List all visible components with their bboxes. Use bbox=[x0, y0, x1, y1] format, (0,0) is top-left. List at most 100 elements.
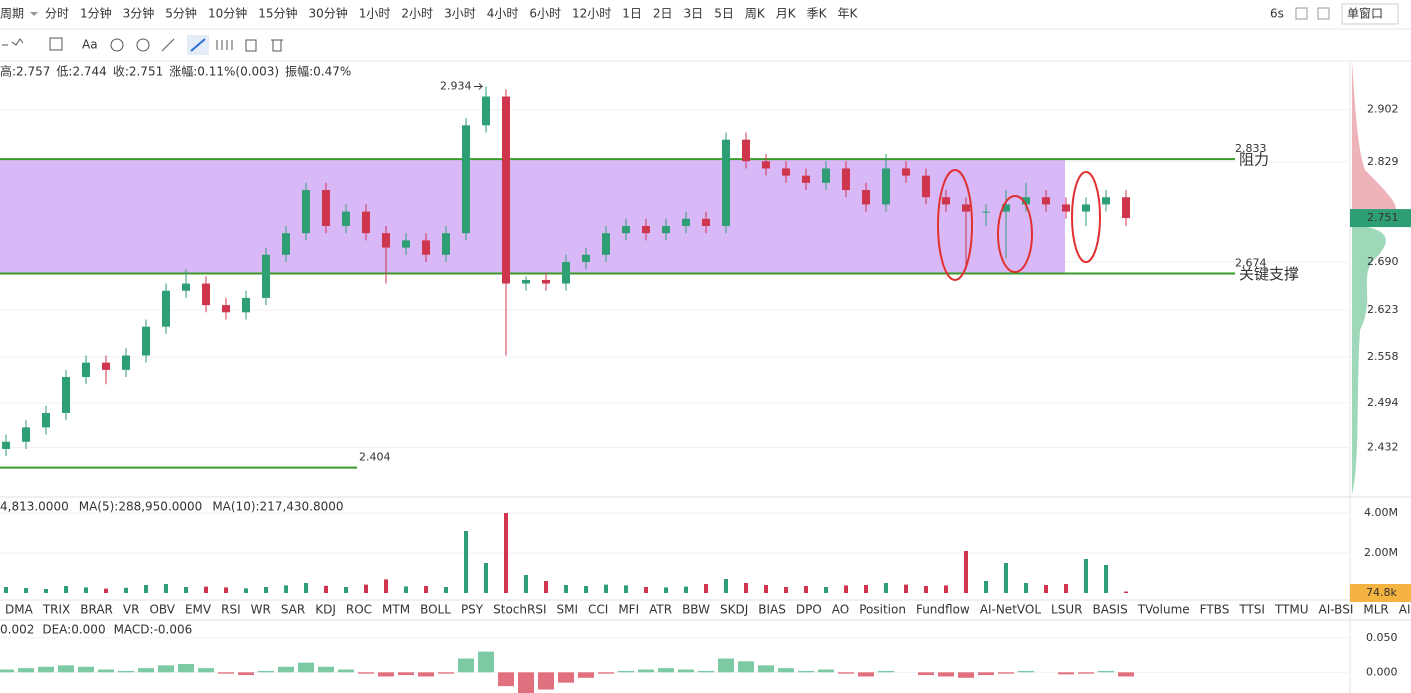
volume-bar bbox=[344, 587, 348, 593]
indicator-tab[interactable]: MFI bbox=[618, 603, 639, 617]
indicator-tab[interactable]: CCI bbox=[588, 603, 608, 617]
candle-body bbox=[602, 233, 610, 255]
indicator-tab[interactable]: DPO bbox=[796, 603, 822, 617]
indicator-tab[interactable]: ATR bbox=[649, 603, 672, 617]
interval-tab[interactable]: 月K bbox=[776, 7, 797, 21]
period-label[interactable]: 周期 bbox=[0, 7, 24, 21]
interval-tab[interactable]: 12小时 bbox=[572, 7, 611, 21]
volume-bar bbox=[584, 586, 588, 593]
candle-body bbox=[42, 413, 50, 428]
volume-bar bbox=[324, 585, 328, 593]
indicator-tab[interactable]: OBV bbox=[149, 603, 175, 617]
indicator-tab[interactable]: FTBS bbox=[1200, 603, 1230, 617]
indicator-tab[interactable]: VR bbox=[123, 603, 140, 617]
candle-body bbox=[542, 279, 550, 284]
macd-bar bbox=[778, 668, 794, 673]
indicator-tab[interactable]: EMV bbox=[185, 603, 212, 617]
interval-tab[interactable]: 3日 bbox=[684, 7, 704, 21]
icon bbox=[1295, 7, 1308, 20]
tool-icon[interactable] bbox=[136, 38, 150, 52]
indicator-tab[interactable]: StochRSI bbox=[493, 603, 546, 617]
interval-tab[interactable]: 1日 bbox=[622, 7, 642, 21]
text-tool[interactable]: Aa bbox=[82, 38, 98, 52]
macd-bar bbox=[498, 672, 514, 687]
volume-bar bbox=[864, 585, 868, 593]
interval-tab[interactable]: 2日 bbox=[653, 7, 673, 21]
interval-tab[interactable]: 季K bbox=[807, 7, 828, 21]
header-label: 涨幅: bbox=[169, 64, 197, 79]
indicator-tab[interactable]: BASIS bbox=[1092, 603, 1127, 617]
indicator-tab[interactable]: MTM bbox=[382, 603, 410, 617]
indicator-tab[interactable]: MLR bbox=[1363, 603, 1388, 617]
indicator-tab[interactable]: SKDJ bbox=[720, 603, 748, 617]
indicator-tab[interactable]: RSI bbox=[221, 603, 241, 617]
interval-tab[interactable]: 3分钟 bbox=[123, 6, 155, 21]
tool-icon[interactable] bbox=[110, 38, 124, 52]
candle-body bbox=[502, 96, 510, 284]
candle-body bbox=[102, 362, 110, 370]
indicator-tab[interactable]: PSY bbox=[461, 603, 484, 617]
macd-bar bbox=[658, 668, 674, 673]
macd-bar bbox=[1078, 672, 1094, 674]
interval-tab[interactable]: 5分钟 bbox=[165, 6, 197, 21]
indicator-tab[interactable]: AI-PD bbox=[1399, 603, 1411, 617]
volume-bar bbox=[744, 583, 748, 593]
indicator-tab[interactable]: BRAR bbox=[80, 603, 113, 617]
last-price: 2.751 bbox=[1367, 211, 1399, 224]
indicator-tab[interactable]: Position bbox=[859, 603, 906, 617]
indicator-tab[interactable]: ROC bbox=[346, 603, 372, 617]
refresh-rate[interactable]: 6s bbox=[1270, 7, 1284, 21]
interval-tab[interactable]: 5日 bbox=[714, 7, 734, 21]
indicator-tab[interactable]: WR bbox=[251, 603, 271, 617]
indicator-tab[interactable]: DMA bbox=[5, 603, 34, 617]
indicator-tab[interactable]: KDJ bbox=[315, 603, 336, 617]
interval-tab[interactable]: 6小时 bbox=[529, 7, 561, 21]
interval-tab[interactable]: 年K bbox=[837, 7, 858, 21]
candle-body bbox=[582, 254, 590, 262]
volume-bar bbox=[544, 581, 548, 593]
indicator-tab[interactable]: AO bbox=[832, 603, 849, 617]
macd-bar bbox=[1118, 672, 1134, 677]
macd-bar bbox=[378, 672, 394, 677]
tool-icon[interactable] bbox=[245, 39, 257, 52]
candle-body bbox=[482, 96, 490, 126]
indicator-tab[interactable]: TVolume bbox=[1137, 603, 1190, 617]
interval-tab[interactable]: 30分钟 bbox=[309, 6, 348, 21]
indicator-tab[interactable]: BBW bbox=[682, 603, 710, 617]
interval-tab[interactable]: 2小时 bbox=[401, 7, 433, 21]
tool-icon[interactable] bbox=[271, 39, 283, 52]
interval-tab[interactable]: 3小时 bbox=[444, 7, 476, 21]
tool-icon[interactable] bbox=[49, 37, 63, 51]
volume-bar bbox=[404, 586, 408, 593]
interval-tab[interactable]: 分时 bbox=[45, 7, 69, 21]
interval-tab[interactable]: 15分钟 bbox=[258, 6, 297, 21]
indicator-tab[interactable]: AI-NetVOL bbox=[980, 603, 1042, 617]
indicator-tab[interactable]: TTSI bbox=[1238, 603, 1265, 617]
macd-bar bbox=[418, 672, 434, 677]
volume-header: MA(10):217,430.8000 bbox=[212, 500, 343, 514]
interval-tab[interactable]: 周K bbox=[745, 7, 766, 21]
macd-bar bbox=[298, 662, 314, 673]
candle-body bbox=[2, 441, 10, 449]
indicator-tab[interactable]: TTMU bbox=[1274, 603, 1309, 617]
window-button[interactable] bbox=[1341, 3, 1399, 25]
interval-tab[interactable]: 1分钟 bbox=[80, 6, 112, 21]
macd-bar bbox=[798, 670, 814, 673]
indicator-tab[interactable]: Fundflow bbox=[916, 603, 970, 617]
candle-body bbox=[382, 233, 390, 248]
interval-tab[interactable]: 4小时 bbox=[487, 7, 519, 21]
tool-icon[interactable] bbox=[216, 40, 233, 50]
tool-icon[interactable] bbox=[161, 38, 175, 52]
indicator-tab[interactable]: SMI bbox=[557, 603, 579, 617]
volume-bar bbox=[1024, 583, 1028, 593]
header-label: 高: bbox=[0, 64, 16, 79]
tool-icon[interactable] bbox=[2, 38, 24, 46]
indicator-tab[interactable]: TRIX bbox=[42, 603, 70, 617]
indicator-tab[interactable]: BIAS bbox=[758, 603, 786, 617]
interval-tab[interactable]: 1小时 bbox=[359, 7, 391, 21]
indicator-tab[interactable]: BOLL bbox=[420, 603, 451, 617]
indicator-tab[interactable]: SAR bbox=[281, 603, 305, 617]
indicator-tab[interactable]: LSUR bbox=[1051, 603, 1082, 617]
indicator-tab[interactable]: AI-BSI bbox=[1319, 603, 1354, 617]
interval-tab[interactable]: 10分钟 bbox=[208, 6, 247, 21]
